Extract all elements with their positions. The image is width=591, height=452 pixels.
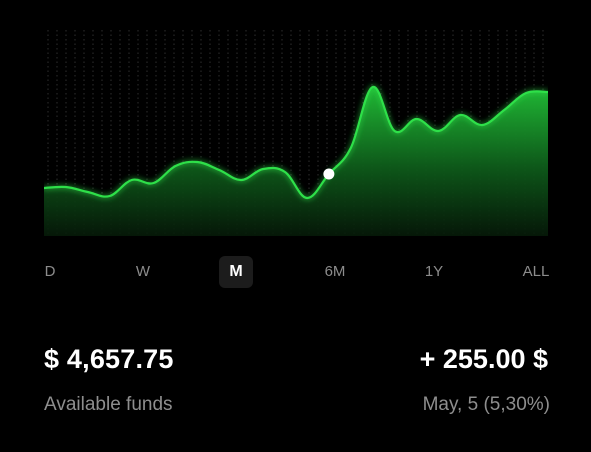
chart-line (44, 85, 548, 200)
balance-amount: $ 4,657.75 (44, 344, 174, 374)
price-chart[interactable] (44, 30, 548, 236)
range-tab-6m[interactable]: 6M (324, 263, 346, 280)
range-tab-1y[interactable]: 1Y (424, 263, 444, 280)
range-selector: D W M 6M 1Y ALL (44, 256, 550, 288)
range-tab-all[interactable]: ALL (522, 263, 550, 280)
range-tab-d[interactable]: D (44, 263, 56, 280)
change-amount: + 255.00 $ (419, 344, 548, 374)
range-tab-w[interactable]: W (135, 263, 151, 280)
range-tab-m[interactable]: M (219, 256, 253, 288)
chart-marker[interactable] (323, 168, 335, 180)
balance-label: Available funds (44, 394, 173, 415)
chart-area-fill (44, 86, 548, 236)
change-detail: May, 5 (5,30%) (422, 394, 550, 415)
price-chart-svg (44, 30, 548, 236)
